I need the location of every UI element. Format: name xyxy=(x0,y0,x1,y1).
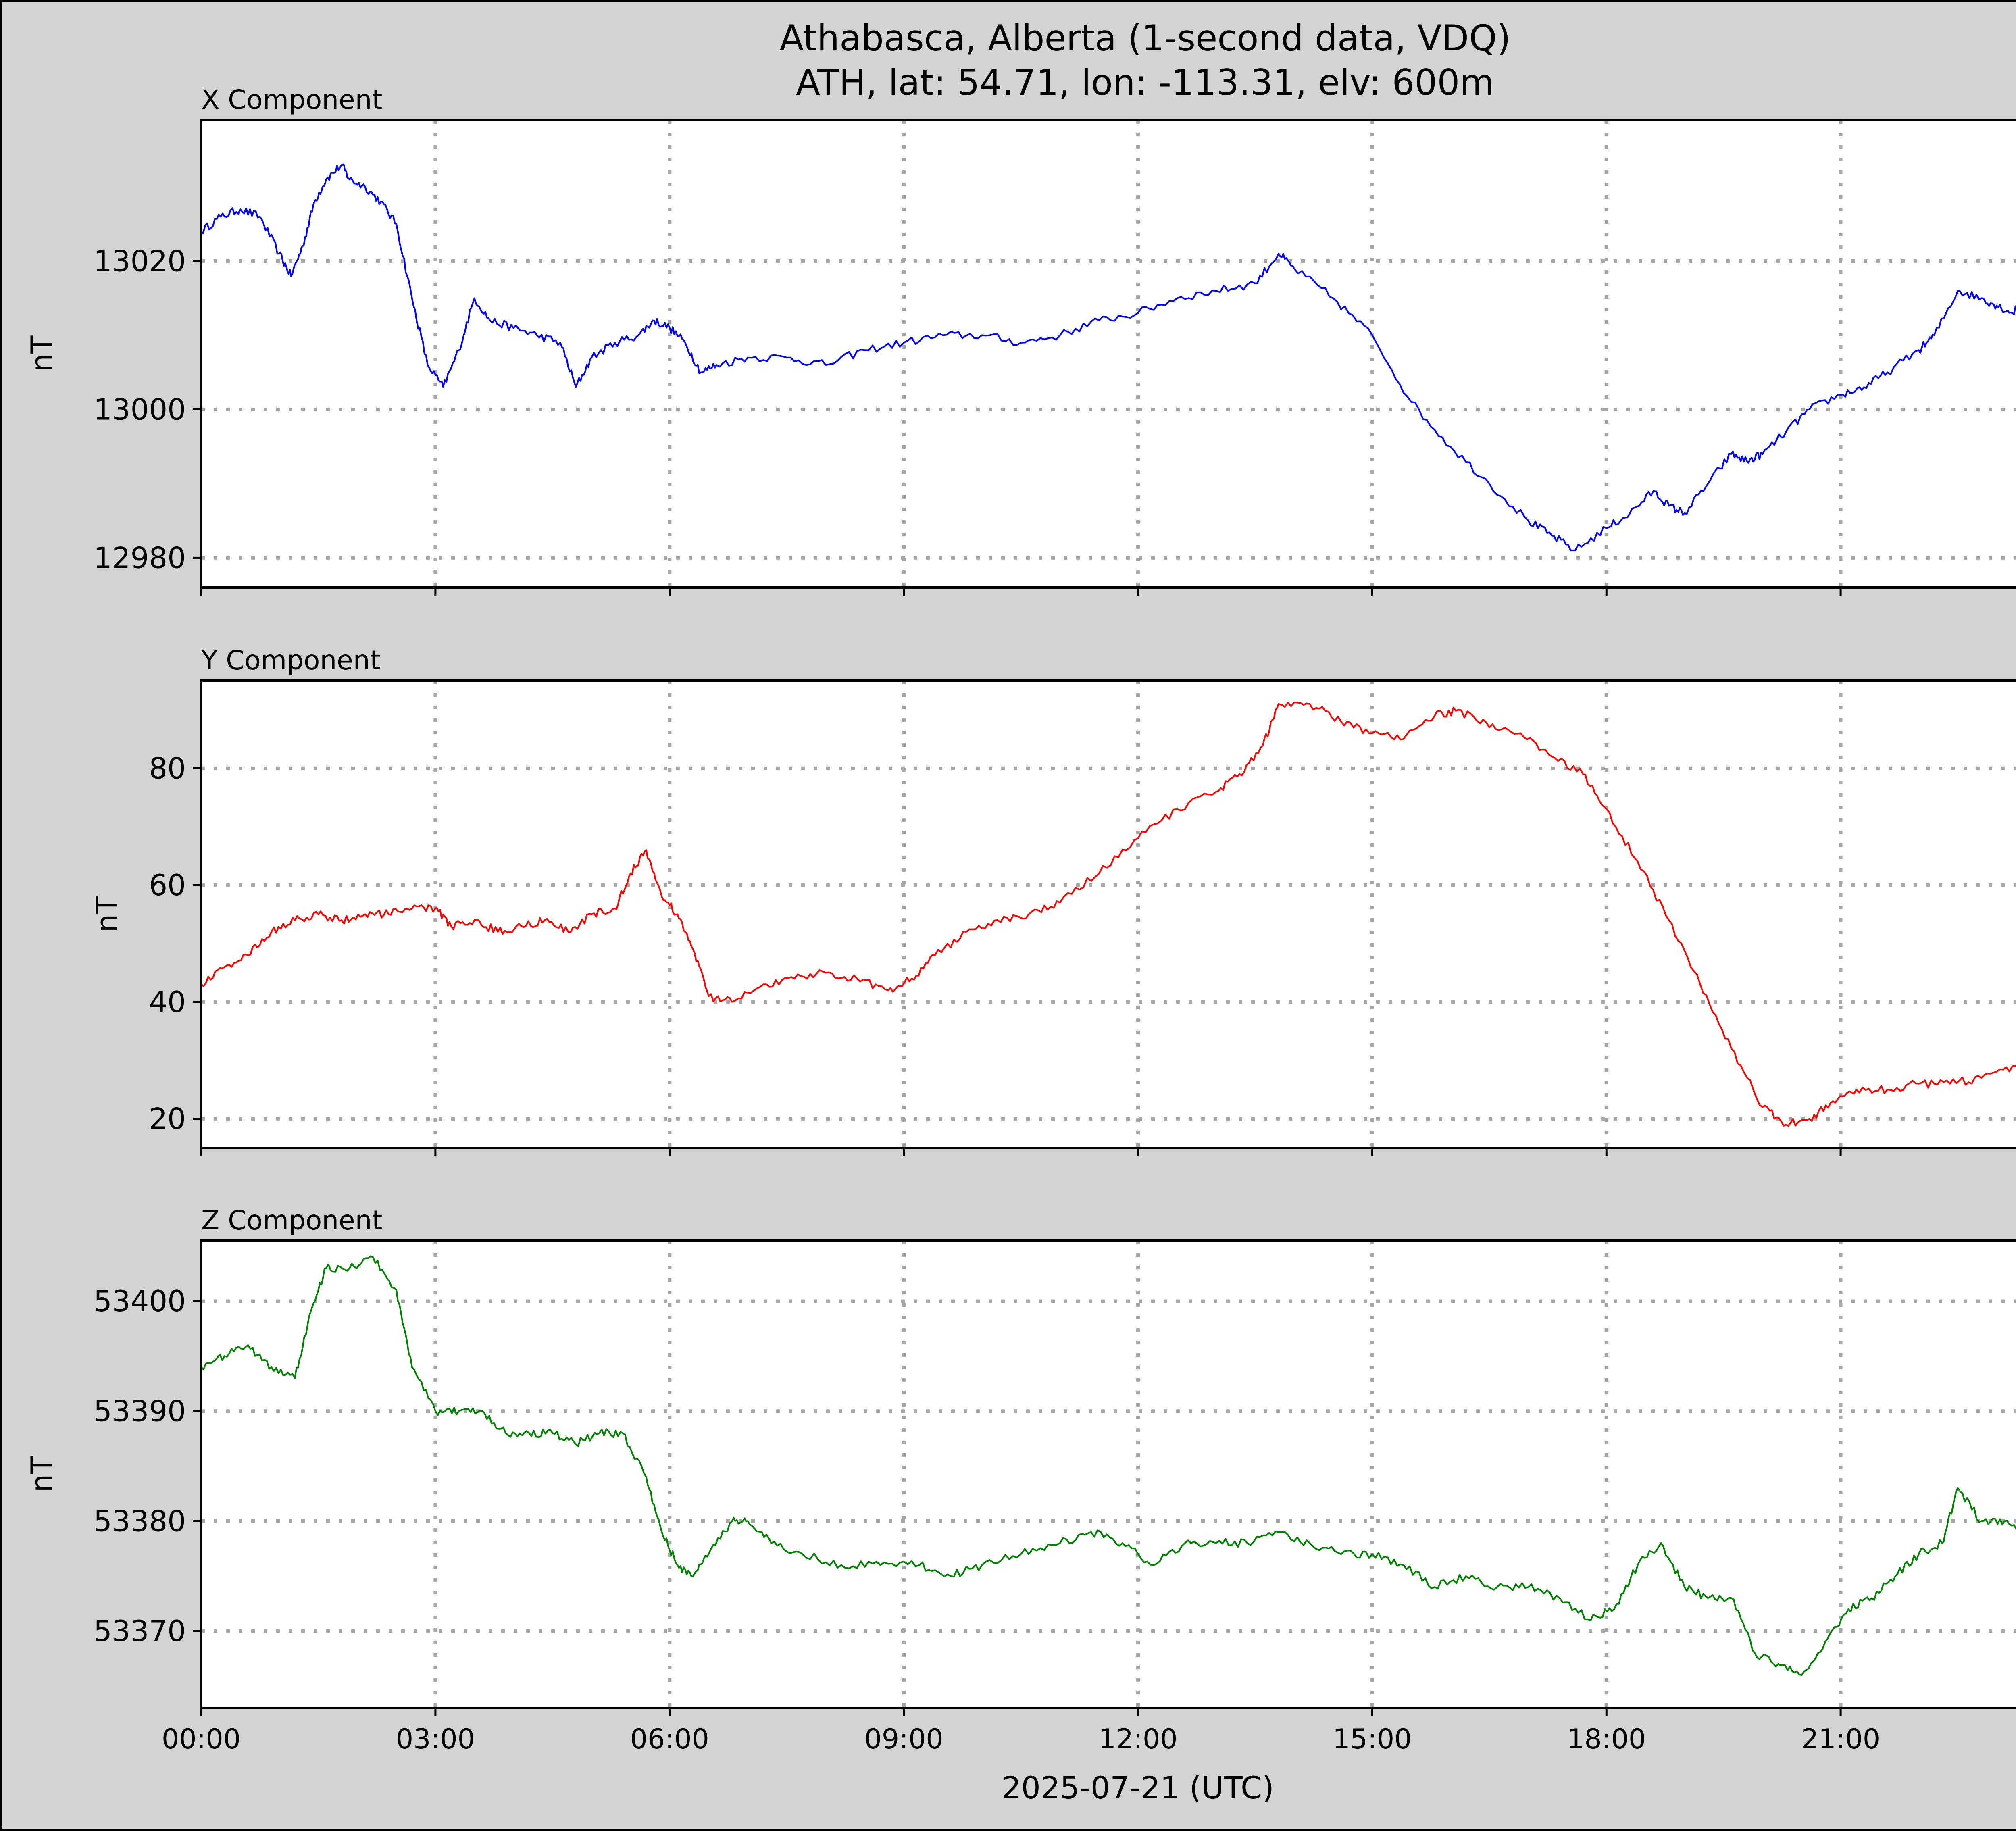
y-component-ytick-label: 80 xyxy=(149,751,186,785)
z-component-ytick-label: 53390 xyxy=(94,1394,186,1428)
z-component-title: Z Component xyxy=(201,1205,382,1236)
y-component-ytick-label: 40 xyxy=(149,985,186,1019)
z-component-series-line xyxy=(200,1255,2016,1676)
z-component-xtick-label: 15:00 xyxy=(1333,1723,1412,1755)
x-component-panel: X Component nT 12980 13000 13020 xyxy=(25,84,2016,596)
x-axis-label: 2025-07-21 (UTC) xyxy=(1002,1770,1274,1806)
z-component-xtick-label: 06:00 xyxy=(630,1723,709,1755)
y-component-series-line xyxy=(200,702,2016,1127)
z-component-axes-frame xyxy=(200,1239,2016,1709)
y-component-ylabel: nT xyxy=(90,896,124,933)
x-component-title: X Component xyxy=(201,84,382,115)
y-component-panel: Y Component nT 20 40 60 80 xyxy=(90,645,2016,1156)
z-component-xtick-label: 00:00 xyxy=(162,1723,241,1755)
z-component-xtick-label: 09:00 xyxy=(864,1723,943,1755)
x-component-ylabel: nT xyxy=(25,335,58,372)
y-component-ytick-label: 60 xyxy=(149,868,186,902)
z-component-ytick-label: 53400 xyxy=(94,1284,186,1318)
x-component-series-line xyxy=(200,163,2016,551)
y-component-plot-area xyxy=(201,681,2016,1148)
z-component-xtick-label: 18:00 xyxy=(1567,1723,1646,1755)
z-component-plot-area xyxy=(201,1241,2016,1708)
figure-title-line2: ATH, lat: 54.71, lon: -113.31, elv: 600m xyxy=(796,62,1494,103)
x-component-axes-frame xyxy=(200,119,2016,589)
y-component-title: Y Component xyxy=(201,645,380,676)
x-component-ytick-label: 13000 xyxy=(94,392,186,426)
z-component-xtick-label: 21:00 xyxy=(1801,1723,1880,1755)
z-component-xtick-label: 12:00 xyxy=(1099,1723,1178,1755)
z-component-ytick-label: 53370 xyxy=(94,1614,186,1648)
y-component-ytick-label: 20 xyxy=(149,1102,186,1136)
y-component-axes-frame xyxy=(200,679,2016,1149)
x-component-ytick-label: 12980 xyxy=(94,541,186,575)
x-component-ytick-label: 13020 xyxy=(94,244,186,278)
z-component-xtick-label: 03:00 xyxy=(396,1723,475,1755)
z-component-ylabel: nT xyxy=(25,1456,58,1493)
x-component-plot-area xyxy=(201,120,2016,587)
figure-title-line1: Athabasca, Alberta (1-second data, VDQ) xyxy=(779,17,1511,59)
z-component-ytick-label: 53380 xyxy=(94,1504,186,1538)
z-component-panel: Z Component nT 00:00 03:00 06:00 09:00 12:00 15… xyxy=(25,1205,2016,1755)
